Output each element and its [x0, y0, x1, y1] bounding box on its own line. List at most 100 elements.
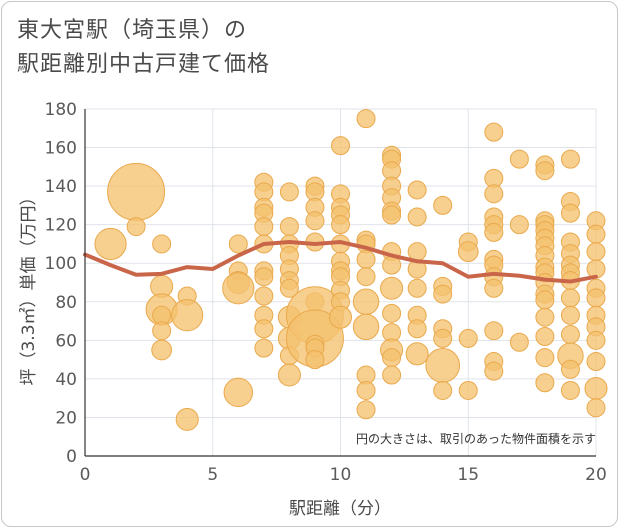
bubble-point: [171, 299, 204, 332]
bubble-point: [151, 339, 173, 361]
bubble-point: [254, 319, 274, 339]
bubble-point: [382, 303, 402, 323]
bubble-point: [586, 352, 606, 372]
bubble-point: [352, 313, 380, 341]
bubble-point: [328, 305, 353, 329]
bubble-point: [457, 241, 479, 263]
bubble-point: [407, 278, 427, 298]
bubble-point: [356, 400, 376, 420]
bubble-point: [279, 217, 299, 237]
bubble-point: [305, 350, 325, 370]
bubble-point: [222, 272, 255, 305]
bubble-point: [331, 215, 350, 235]
bubble-point: [279, 182, 299, 202]
bubble-point: [560, 203, 580, 223]
bubble-point: [458, 380, 478, 400]
bubble-point: [484, 361, 504, 381]
x-tick-label: 10: [330, 465, 352, 485]
bubble-point: [586, 330, 606, 350]
bubble-point: [433, 284, 453, 304]
bubble-point: [484, 184, 504, 204]
bubble-point: [484, 122, 504, 142]
bubble-point: [407, 207, 427, 227]
y-tick-label: 120: [45, 216, 77, 236]
bubble-point: [407, 319, 427, 339]
bubble-point: [535, 326, 555, 346]
bubble-point: [356, 249, 376, 269]
bubble-point: [586, 242, 606, 262]
title-line-1: 東大宮駅（埼玉県）の: [17, 18, 248, 43]
y-axis-label: 坪（3.3㎡）単価（万円）: [19, 188, 39, 385]
bubble-point: [535, 348, 555, 368]
bubble-point: [380, 276, 404, 300]
y-tick-label: 160: [45, 139, 77, 159]
bubble-point: [484, 278, 504, 298]
title-line-2: 駅距離別中古戸建て価格: [17, 52, 271, 77]
bubble-point: [356, 267, 376, 287]
y-tick-label: 180: [45, 100, 77, 120]
bubble-point: [535, 307, 555, 327]
bubble-point: [560, 325, 580, 345]
bubble-point: [254, 338, 274, 358]
x-tick-label: 15: [457, 465, 479, 485]
bubble-point: [407, 180, 427, 200]
y-tick-label: 140: [45, 177, 77, 197]
bubble-point: [254, 217, 274, 237]
bubble-point: [586, 398, 606, 418]
axes-layer: 0 20 40 60 80 100 120 140 160 180 0 5 10 15 20: [45, 100, 607, 485]
bubble-point: [254, 286, 274, 306]
bubble-point: [509, 149, 529, 169]
x-tick-label: 5: [207, 465, 218, 485]
bubble-point: [458, 328, 478, 348]
bubble-point: [356, 380, 376, 400]
bubble-point: [586, 224, 606, 244]
x-tick-label: 0: [80, 465, 91, 485]
bubble-point: [305, 211, 325, 231]
size-annotation: 円の大きさは、取引のあった物件面積を示す: [356, 431, 596, 446]
x-tick-label: 20: [585, 465, 607, 485]
y-tick-label: 80: [55, 293, 77, 313]
bubble-point: [433, 328, 453, 348]
bubble-point: [279, 278, 299, 298]
bubble-point: [277, 363, 301, 387]
bubble-point: [560, 149, 580, 169]
bubble-point: [586, 288, 606, 308]
bubble-point: [382, 205, 402, 225]
bubble-point: [126, 217, 146, 237]
bubble-point: [228, 234, 248, 254]
average-price-line: [83, 240, 598, 284]
bubble-point: [433, 380, 453, 400]
bubble-point: [560, 288, 580, 308]
bubble-point: [223, 377, 254, 408]
bubble-point: [509, 215, 529, 235]
y-tick-label: 0: [66, 447, 77, 467]
bubble-point: [405, 342, 429, 366]
y-tick-label: 60: [55, 331, 77, 351]
chart-title: 東大宮駅（埼玉県）の 駅距離別中古戸建て価格: [17, 14, 270, 82]
bubble-point: [535, 161, 555, 181]
average-line-layer: [83, 240, 598, 284]
bubble-point: [107, 162, 166, 221]
y-tick-label: 40: [55, 370, 77, 390]
bubble-point: [254, 267, 274, 287]
bubble-layer: [94, 109, 608, 431]
bubble-point: [94, 227, 127, 261]
bubble-point: [433, 195, 453, 215]
bubble-point: [152, 234, 172, 254]
bubble-point: [331, 136, 350, 156]
bubble-point: [560, 359, 580, 379]
bubble-point: [509, 332, 529, 352]
bubble-point: [584, 377, 608, 401]
bubble-point: [484, 321, 504, 341]
bubble-point: [175, 407, 199, 431]
bubble-point: [560, 305, 580, 325]
x-axis-label: 駅距離（分）: [289, 499, 391, 519]
y-tick-label: 20: [55, 408, 77, 428]
bubble-point: [382, 348, 402, 368]
bubble-point: [535, 290, 555, 310]
bubble-point: [484, 222, 504, 242]
bubble-point: [152, 321, 172, 341]
bubble-point: [382, 365, 402, 385]
bubble-point: [425, 348, 461, 383]
